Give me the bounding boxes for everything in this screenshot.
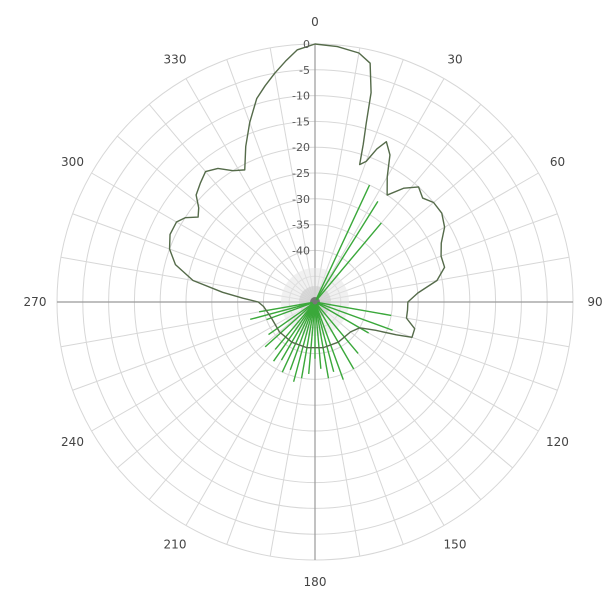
spike-21 <box>264 303 314 348</box>
radial-tick-label: -10 <box>292 90 310 103</box>
radial-tick-label: -30 <box>292 193 310 206</box>
grid-spoke <box>314 47 361 303</box>
spike-16 <box>289 304 315 371</box>
grid-spoke <box>314 59 404 303</box>
spike-3 <box>317 301 392 317</box>
grid-spoke <box>185 78 316 303</box>
angle-tick-label-210: 210 <box>164 537 187 551</box>
angle-tick-label-330: 330 <box>164 53 187 67</box>
spike-6 <box>316 303 359 354</box>
angle-tick-label-150: 150 <box>444 537 467 551</box>
grid-spoke <box>314 172 539 303</box>
radial-tick-label: -5 <box>299 64 310 77</box>
main-series-line <box>168 43 446 349</box>
grid-spoke <box>314 213 558 303</box>
grid-spoke <box>314 256 570 303</box>
spike-13 <box>308 304 316 375</box>
spike-14 <box>300 304 316 379</box>
grid-spoke <box>117 301 316 469</box>
grid-spoke <box>91 301 316 432</box>
grid-spoke <box>148 104 316 303</box>
angle-tick-label-90: 90 <box>587 295 602 309</box>
spike-15 <box>292 304 316 382</box>
spike-10 <box>314 304 330 379</box>
angle-tick-label-300: 300 <box>61 155 84 169</box>
grid-spoke <box>60 256 316 303</box>
spike-7 <box>315 303 355 370</box>
grid-spoke <box>72 213 316 303</box>
angle-tick-label-30: 30 <box>447 53 462 67</box>
angle-tick-label-60: 60 <box>550 155 565 169</box>
spike-4 <box>317 302 393 331</box>
spike-23 <box>266 302 313 321</box>
grid-spoke <box>226 59 316 303</box>
spike-1 <box>315 200 379 301</box>
grid-spoke <box>314 78 445 303</box>
angle-tick-label-180: 180 <box>304 575 327 589</box>
radial-tick-label: -35 <box>292 219 310 232</box>
spike-17 <box>281 304 315 373</box>
radial-tick-label: -40 <box>292 244 310 257</box>
angle-tick-label-120: 120 <box>546 435 569 449</box>
spike-2 <box>316 222 382 301</box>
radial-tick-label: -20 <box>292 141 310 154</box>
radial-tick-label: 0 <box>303 38 310 51</box>
grid-spoke <box>269 47 316 303</box>
spike-0 <box>315 184 371 300</box>
radial-tick-label: -15 <box>292 115 310 128</box>
axis-labels: 0 30 60 90 120 150 180 210 240 270 300 330 0 -5 -10 -15… <box>24 15 603 589</box>
spike-9 <box>314 304 335 372</box>
spike-8 <box>315 304 344 380</box>
angle-tick-label-270: 270 <box>24 295 47 309</box>
spike-25 <box>258 301 313 313</box>
grid-spoke <box>314 135 513 303</box>
radial-tick-label: -25 <box>292 167 310 180</box>
grid-spoke <box>117 135 316 303</box>
grid-spoke <box>314 301 513 469</box>
spike-22 <box>268 302 314 336</box>
spike-19 <box>272 303 315 362</box>
grid-spoke <box>91 172 316 303</box>
main-series <box>168 43 446 349</box>
angle-tick-label-0: 0 <box>311 15 319 29</box>
spike-11 <box>314 304 322 369</box>
spike-24 <box>250 301 313 321</box>
angle-tick-label-240: 240 <box>61 435 84 449</box>
spike-20 <box>274 303 314 350</box>
spike-18 <box>280 303 315 361</box>
